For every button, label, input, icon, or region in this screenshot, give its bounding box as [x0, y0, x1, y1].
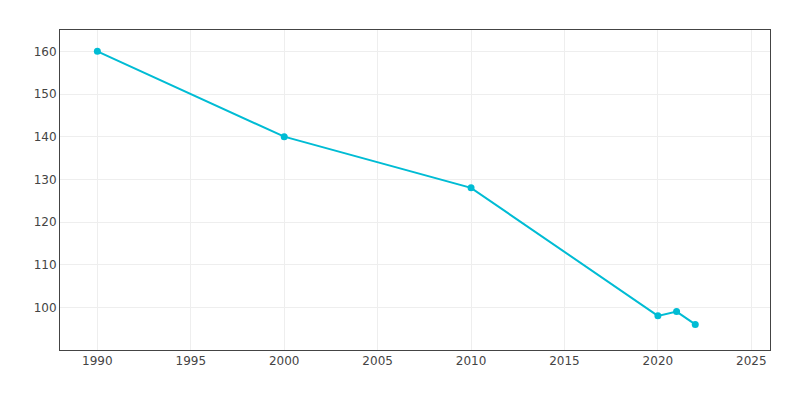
- svg-text:160: 160: [34, 45, 57, 59]
- svg-text:2025: 2025: [736, 354, 767, 368]
- svg-text:130: 130: [34, 173, 57, 187]
- svg-text:140: 140: [34, 130, 57, 144]
- svg-text:2005: 2005: [362, 354, 393, 368]
- svg-text:1995: 1995: [176, 354, 207, 368]
- svg-text:110: 110: [34, 258, 57, 272]
- svg-text:2000: 2000: [269, 354, 300, 368]
- svg-text:100: 100: [34, 301, 57, 315]
- svg-text:2015: 2015: [549, 354, 580, 368]
- svg-text:120: 120: [34, 215, 57, 229]
- svg-text:150: 150: [34, 87, 57, 101]
- svg-text:2020: 2020: [643, 354, 674, 368]
- svg-text:1990: 1990: [82, 354, 113, 368]
- svg-text:2010: 2010: [456, 354, 487, 368]
